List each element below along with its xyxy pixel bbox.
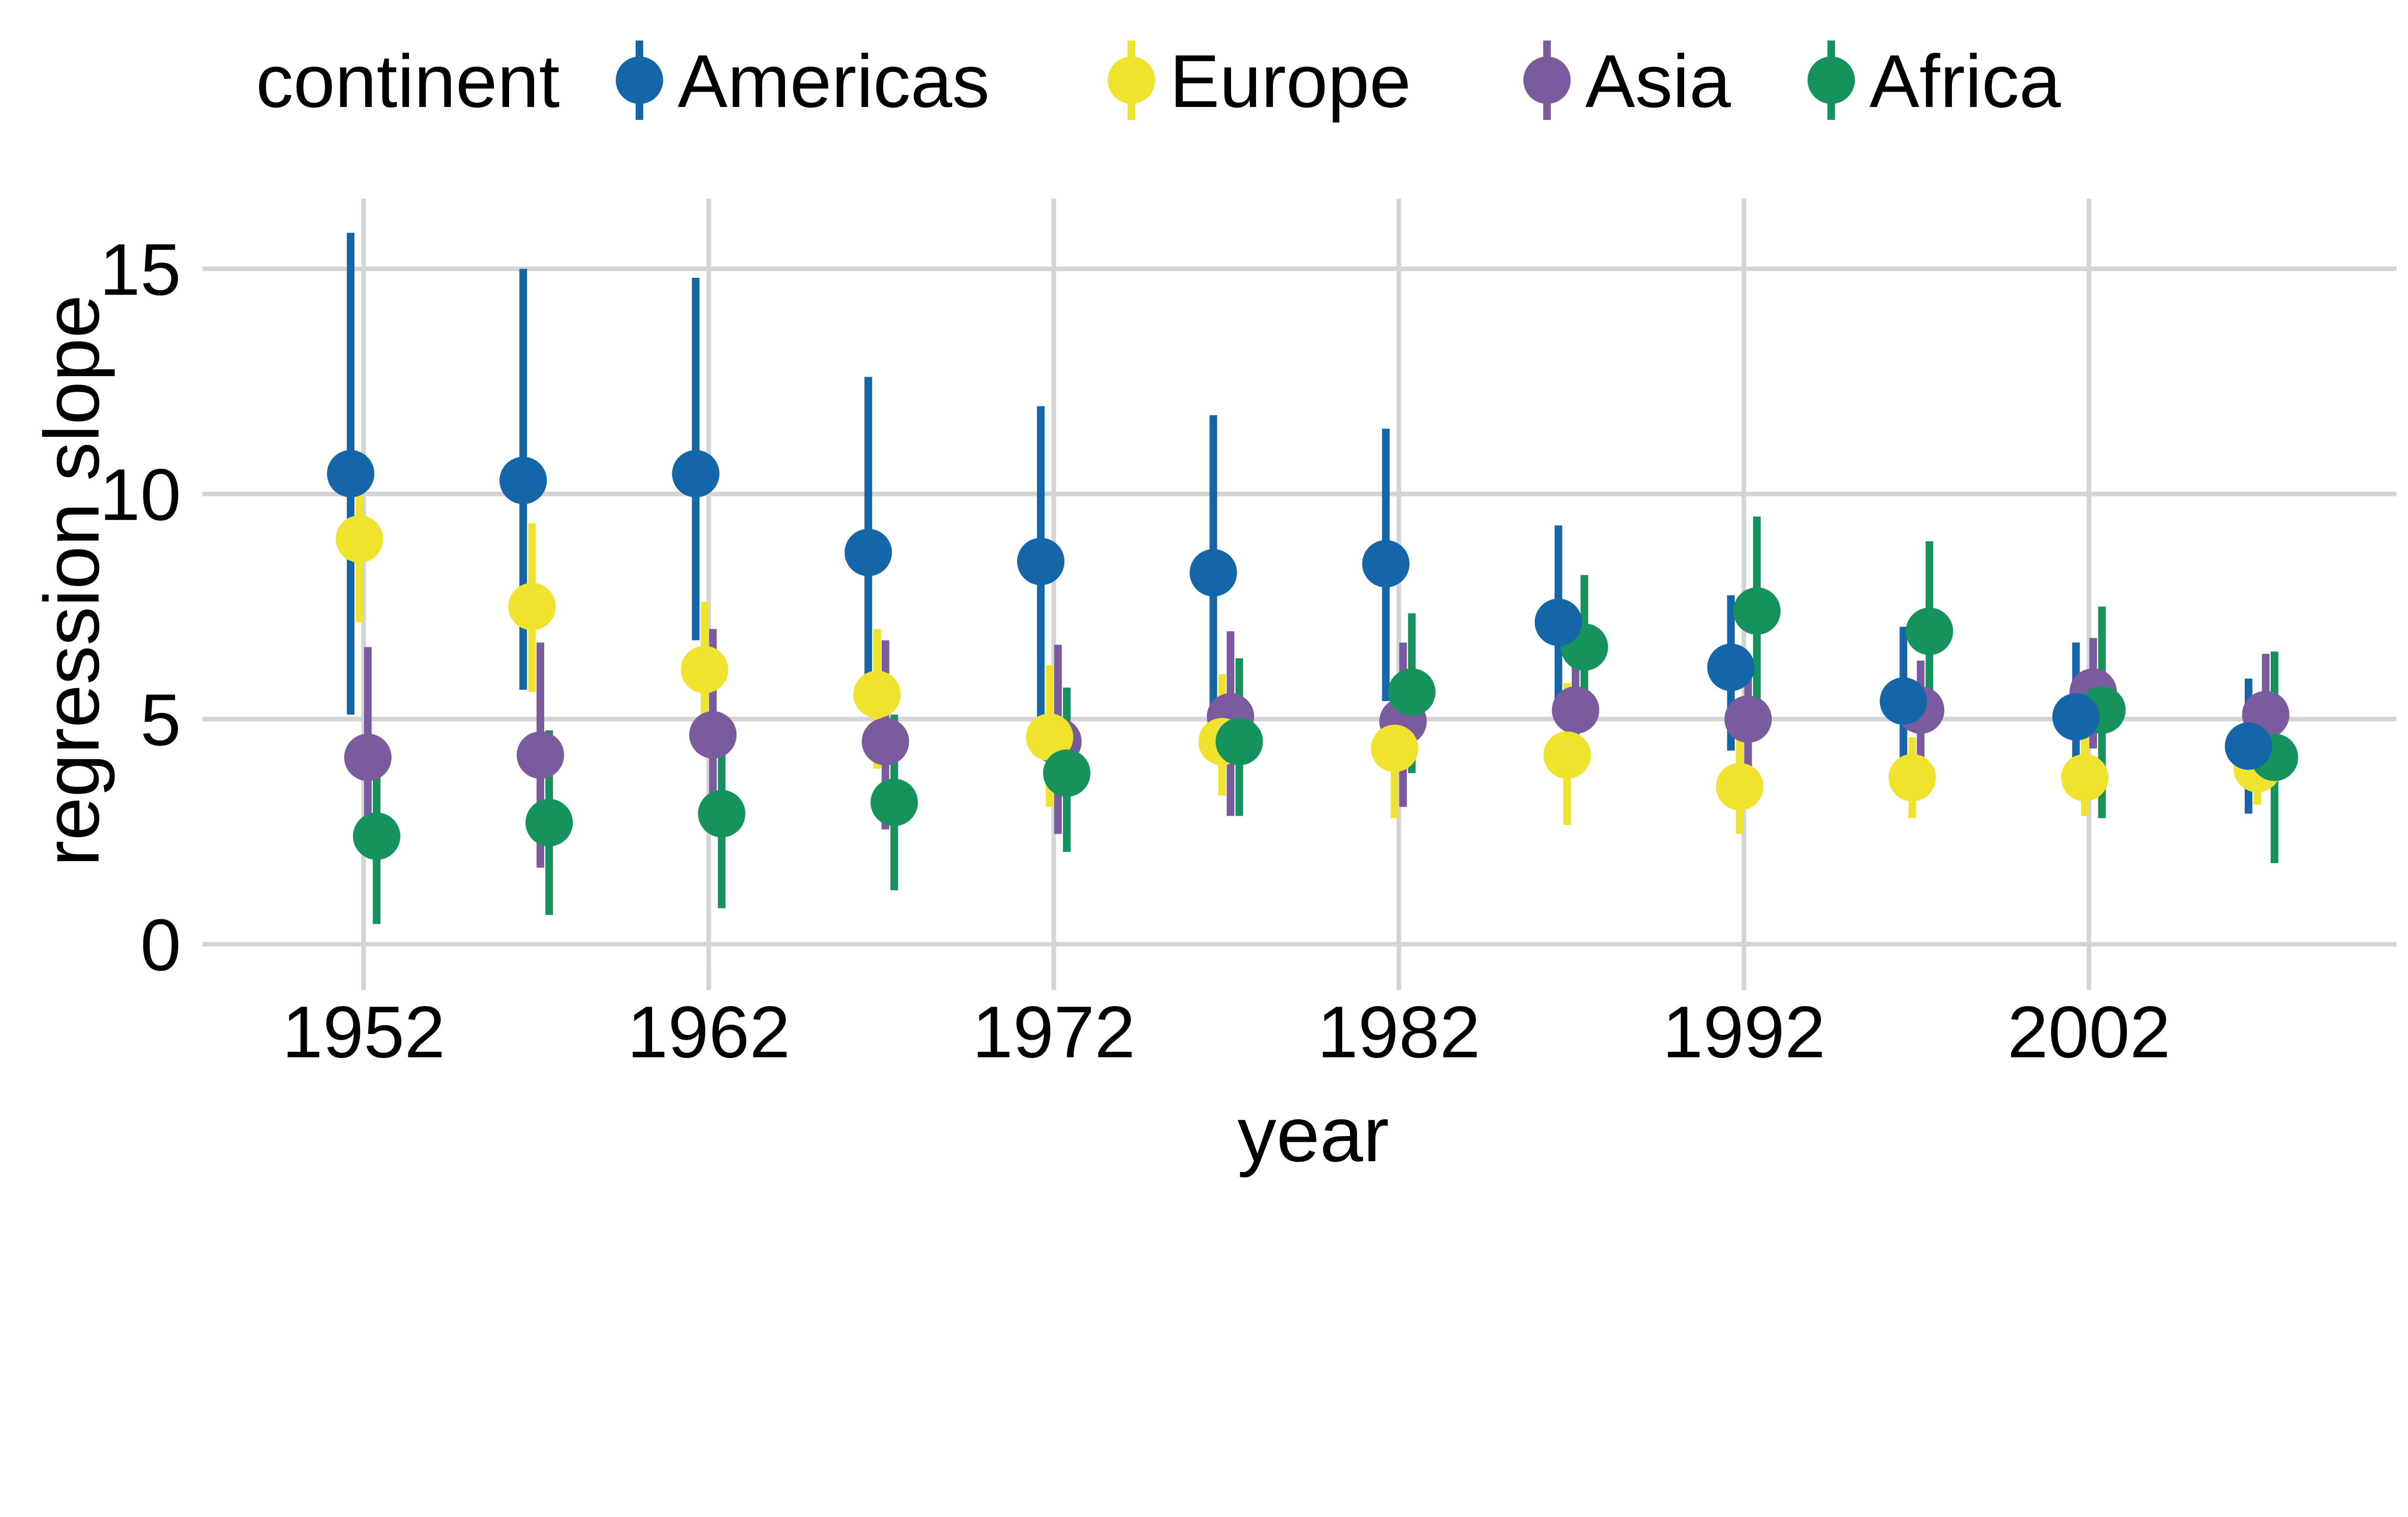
point-europe-1997: [1888, 754, 1936, 801]
point-americas-1967: [844, 529, 892, 576]
point-americas-2002: [2052, 693, 2100, 741]
legend-item-label-americas: Americas: [678, 39, 990, 123]
point-africa-1997: [1906, 607, 1953, 655]
point-europe-1972: [1026, 713, 1073, 761]
point-africa-1952: [353, 812, 401, 860]
point-europe-1957: [508, 583, 556, 630]
point-europe-1952: [336, 515, 383, 563]
y-axis-tick-label: 15: [100, 229, 181, 311]
point-americas-1952: [327, 450, 375, 497]
x-axis-tick-label: 1952: [282, 991, 445, 1073]
point-europe-2002: [2061, 754, 2109, 801]
legend-item-label-africa: Africa: [1870, 39, 2061, 123]
chart-figure: 0 5 10 15 1952 1962 1972 1982 1992 2002 year regres…: [28, 39, 2397, 1178]
x-axis-tick-label: 1992: [1662, 991, 1826, 1073]
point-americas-1972: [1017, 537, 1065, 586]
x-axis-tick-label: 1962: [627, 991, 790, 1073]
point-africa-1967: [870, 778, 918, 826]
legend-item-label-europe: Europe: [1170, 39, 1411, 123]
x-axis-tick-label: 2002: [2007, 991, 2171, 1073]
pointrange-chart: 0 5 10 15 1952 1962 1972 1982 1992 2002 year regres…: [29, 39, 2397, 1178]
point-africa-1992: [1733, 587, 1781, 635]
legend-title: continent: [256, 39, 560, 123]
point-americas-1962: [672, 450, 720, 497]
y-axis-tick-label: 10: [100, 454, 181, 536]
point-asia-1957: [516, 731, 564, 779]
point-africa-1977: [1216, 718, 1263, 766]
point-europe-1982: [1371, 724, 1419, 772]
point-africa-1982: [1388, 668, 1436, 716]
legend-key-dot-europe-icon: [1108, 56, 1155, 104]
x-axis-title: year: [1237, 1091, 1389, 1178]
point-americas-1957: [499, 457, 547, 504]
point-americas-1992: [1707, 643, 1755, 691]
point-americas-1997: [1880, 677, 1927, 725]
point-americas-1977: [1190, 549, 1237, 597]
point-europe-1987: [1543, 731, 1591, 779]
y-axis-tick-label: 0: [140, 904, 181, 986]
y-axis-title: regression slope: [29, 295, 116, 866]
point-europe-1992: [1716, 763, 1764, 811]
x-axis-tick-label: 1972: [972, 991, 1136, 1073]
point-americas-1987: [1534, 598, 1583, 646]
point-asia-1967: [862, 718, 909, 766]
y-axis-tick-label: 5: [140, 679, 181, 761]
point-europe-1962: [681, 646, 729, 693]
legend-key-dot-americas-icon: [615, 56, 663, 104]
point-asia-1992: [1724, 695, 1772, 743]
legend-key-dot-asia-icon: [1523, 56, 1571, 104]
point-asia-1952: [344, 733, 392, 781]
point-americas-1982: [1362, 540, 1410, 588]
point-asia-1962: [689, 711, 737, 759]
legend-item-label-asia: Asia: [1585, 39, 1731, 123]
x-axis-tick-label: 1982: [1317, 991, 1480, 1073]
point-africa-1962: [698, 790, 746, 837]
point-asia-1987: [1552, 686, 1599, 734]
point-africa-1957: [525, 799, 573, 847]
point-africa-1972: [1043, 749, 1091, 797]
point-europe-1967: [853, 670, 901, 718]
legend-key-dot-africa-icon: [1807, 56, 1855, 104]
point-americas-2007: [2225, 722, 2273, 770]
